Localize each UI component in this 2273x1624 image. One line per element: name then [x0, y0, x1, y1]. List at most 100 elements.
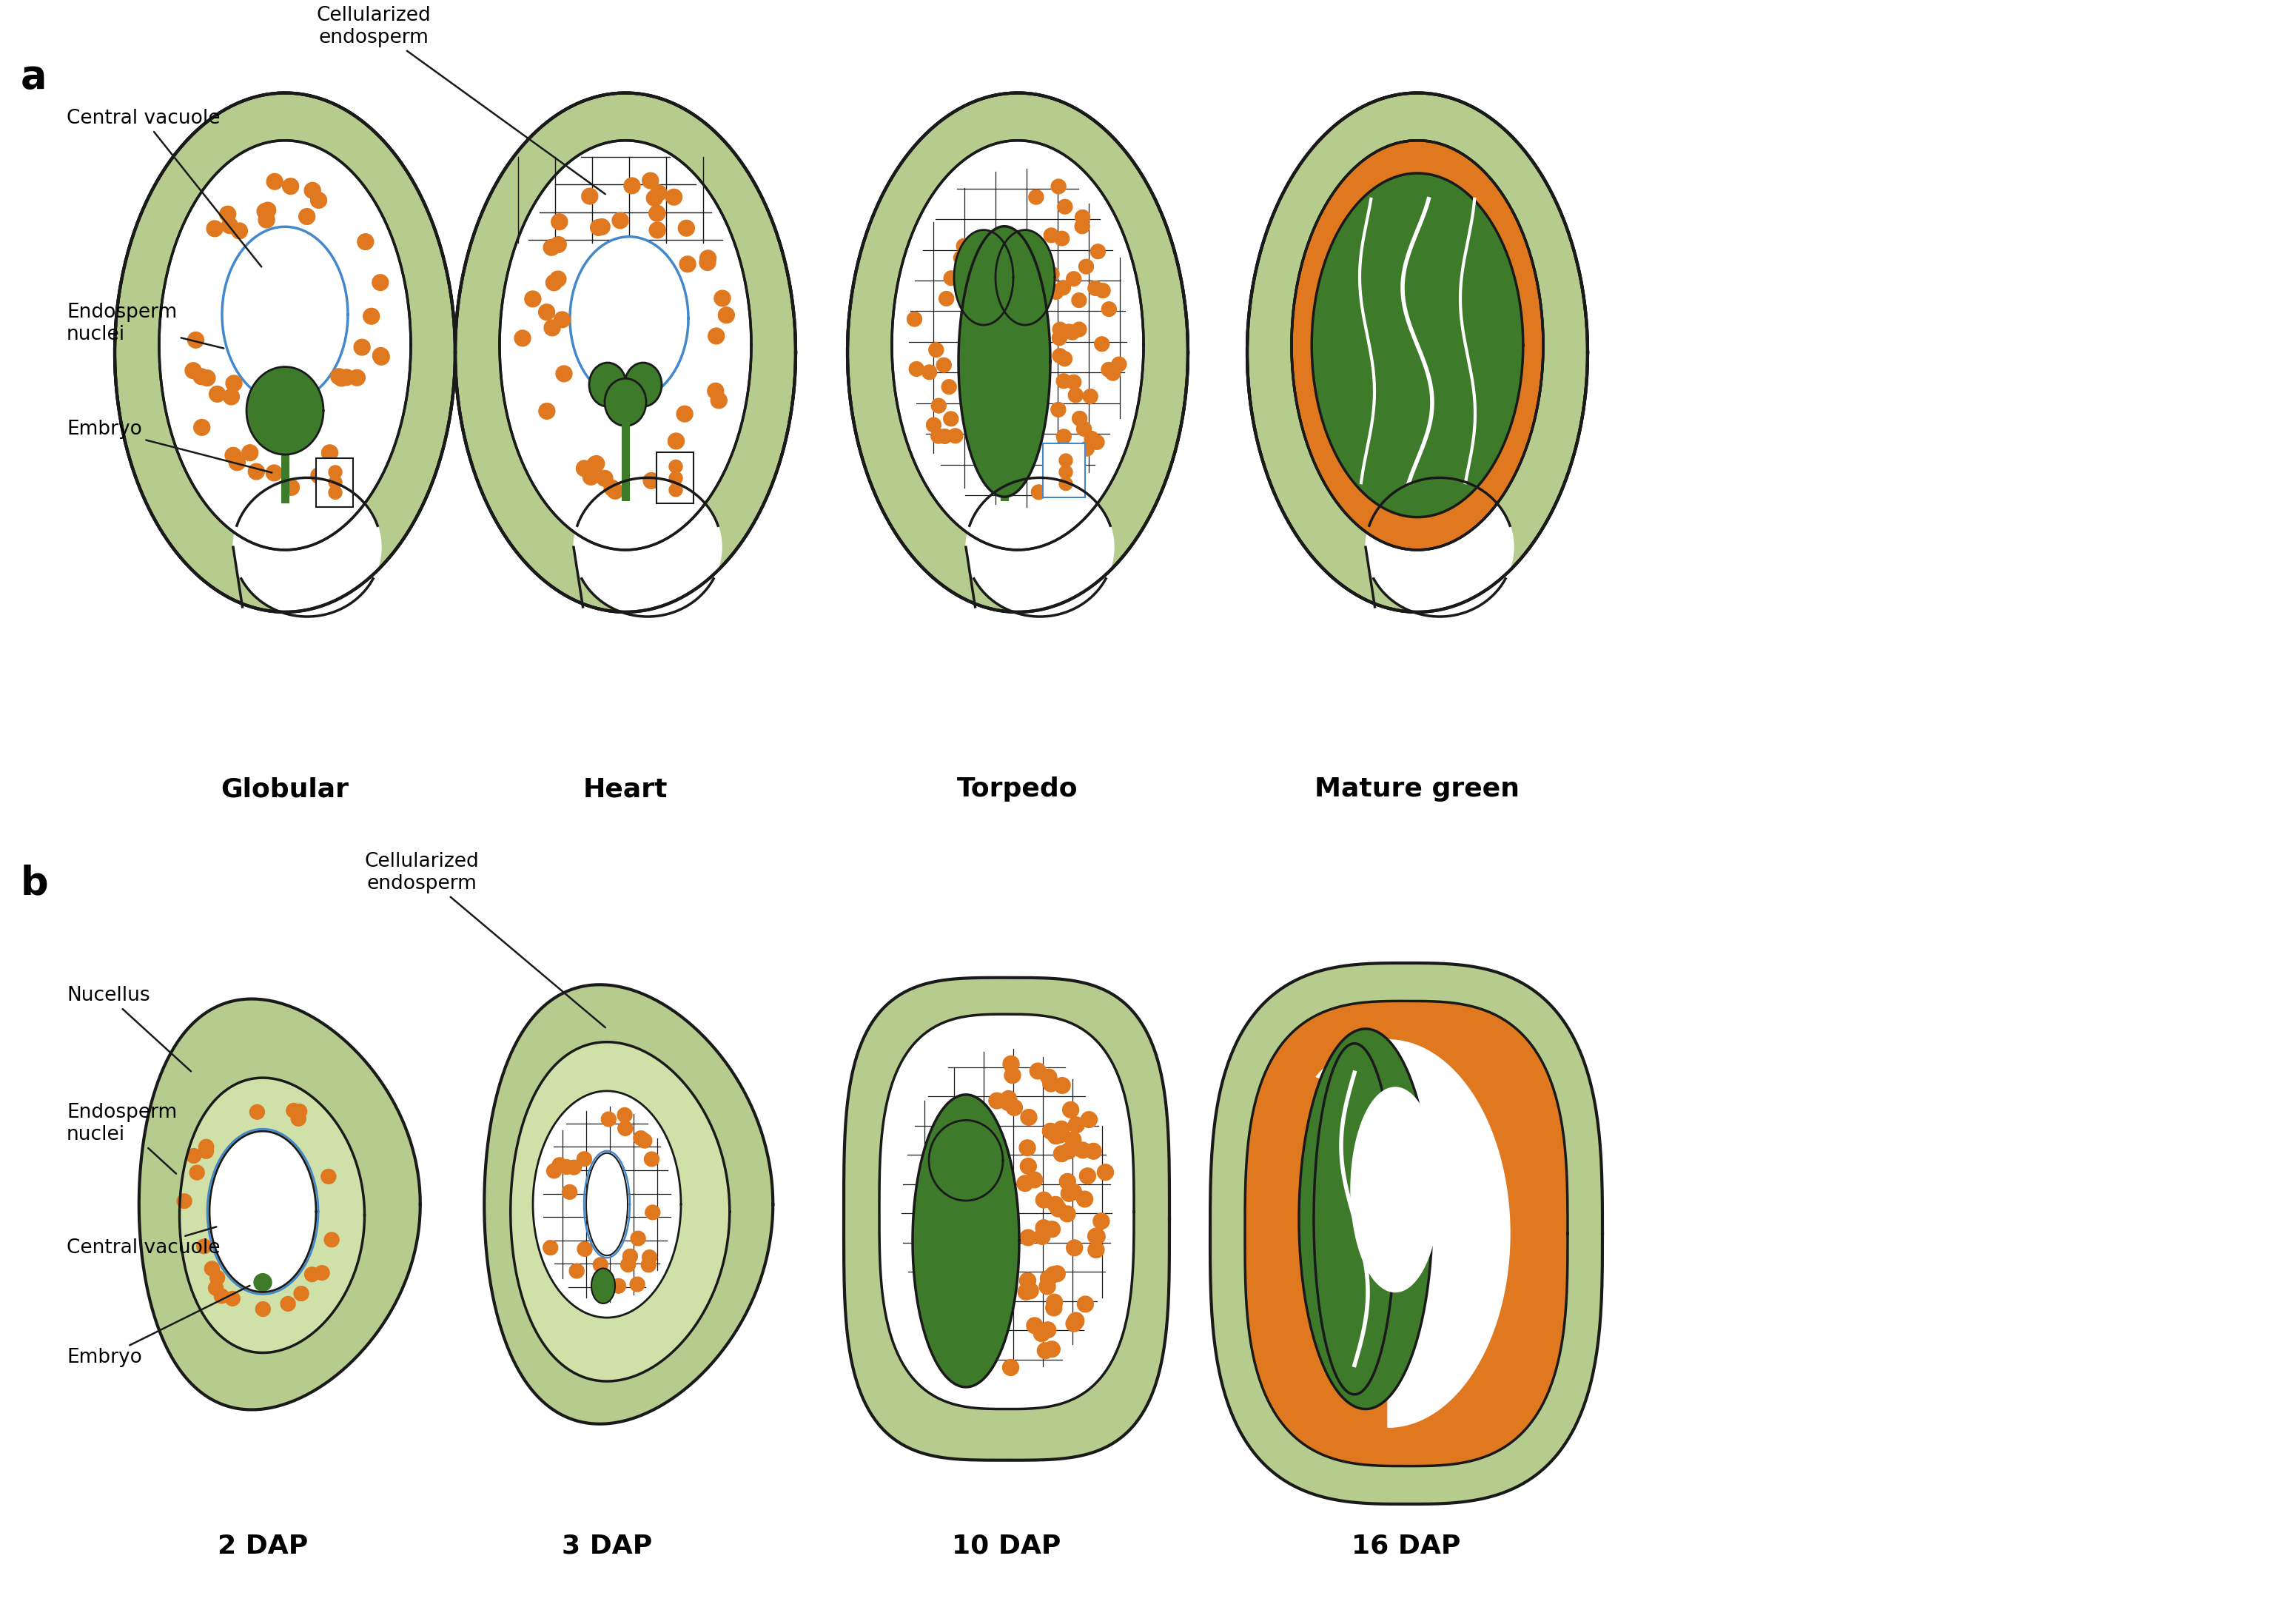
Polygon shape: [596, 471, 614, 486]
Polygon shape: [266, 174, 282, 190]
Polygon shape: [293, 1286, 309, 1301]
Polygon shape: [286, 1103, 300, 1117]
Polygon shape: [198, 1140, 214, 1155]
Text: Endosperm
nuclei: Endosperm nuclei: [66, 1103, 177, 1174]
Polygon shape: [232, 222, 248, 239]
Polygon shape: [205, 1262, 220, 1276]
Polygon shape: [618, 1121, 632, 1135]
Polygon shape: [373, 348, 389, 364]
Polygon shape: [936, 357, 952, 372]
Polygon shape: [1043, 1124, 1059, 1138]
Polygon shape: [259, 203, 275, 218]
Text: Globular: Globular: [220, 776, 350, 802]
Polygon shape: [548, 1164, 561, 1179]
Ellipse shape: [589, 362, 625, 406]
Polygon shape: [514, 330, 530, 346]
Polygon shape: [543, 239, 559, 255]
Text: Heart: Heart: [584, 776, 668, 802]
Polygon shape: [330, 476, 341, 489]
Polygon shape: [1071, 292, 1086, 307]
Polygon shape: [186, 1148, 200, 1163]
Polygon shape: [1048, 284, 1064, 299]
Polygon shape: [373, 349, 389, 365]
Polygon shape: [630, 1231, 646, 1246]
Polygon shape: [907, 312, 923, 326]
Polygon shape: [245, 367, 323, 455]
Polygon shape: [1098, 1164, 1114, 1181]
Polygon shape: [291, 1111, 307, 1125]
Polygon shape: [1043, 1221, 1059, 1237]
Polygon shape: [357, 234, 373, 250]
Polygon shape: [284, 479, 300, 495]
Polygon shape: [207, 221, 223, 237]
Polygon shape: [623, 1249, 636, 1263]
Polygon shape: [1066, 1184, 1082, 1200]
Polygon shape: [611, 1278, 625, 1293]
Text: 16 DAP: 16 DAP: [1352, 1533, 1462, 1559]
Polygon shape: [364, 309, 380, 325]
Polygon shape: [198, 1239, 211, 1254]
Polygon shape: [257, 203, 273, 219]
Polygon shape: [1007, 1099, 1023, 1116]
Polygon shape: [1082, 1111, 1098, 1127]
Polygon shape: [1046, 1294, 1061, 1311]
Polygon shape: [1046, 1267, 1061, 1283]
Polygon shape: [586, 456, 602, 473]
Polygon shape: [546, 274, 561, 291]
Polygon shape: [1102, 362, 1116, 377]
Text: Nucellus: Nucellus: [66, 986, 191, 1072]
Polygon shape: [589, 456, 605, 471]
Ellipse shape: [625, 362, 661, 406]
Polygon shape: [1068, 1312, 1084, 1328]
Polygon shape: [880, 1015, 1134, 1410]
Polygon shape: [605, 481, 621, 495]
Polygon shape: [623, 177, 641, 193]
Polygon shape: [325, 1233, 339, 1247]
Polygon shape: [1059, 477, 1073, 490]
Polygon shape: [214, 1289, 230, 1304]
Polygon shape: [550, 237, 566, 253]
Polygon shape: [943, 411, 959, 425]
Polygon shape: [539, 403, 555, 419]
Polygon shape: [618, 1108, 632, 1122]
Polygon shape: [314, 1265, 330, 1280]
Polygon shape: [718, 307, 734, 323]
Polygon shape: [1089, 1242, 1105, 1259]
Polygon shape: [932, 398, 946, 412]
Polygon shape: [1032, 486, 1046, 500]
Polygon shape: [550, 271, 566, 287]
Polygon shape: [114, 93, 455, 612]
Polygon shape: [1291, 140, 1543, 551]
Polygon shape: [1046, 1299, 1061, 1315]
Polygon shape: [1102, 302, 1116, 317]
Polygon shape: [250, 1104, 264, 1119]
Polygon shape: [948, 429, 964, 443]
Polygon shape: [159, 140, 411, 551]
Polygon shape: [1034, 1325, 1050, 1341]
Polygon shape: [589, 487, 721, 599]
Polygon shape: [305, 182, 320, 198]
Polygon shape: [650, 185, 666, 201]
FancyBboxPatch shape: [316, 458, 352, 507]
Polygon shape: [966, 477, 1114, 617]
Polygon shape: [1248, 93, 1587, 612]
Polygon shape: [1002, 1056, 1018, 1072]
Polygon shape: [643, 473, 659, 489]
Polygon shape: [1314, 1044, 1396, 1395]
Polygon shape: [955, 250, 968, 265]
Polygon shape: [586, 1153, 627, 1255]
Polygon shape: [1091, 244, 1105, 258]
Polygon shape: [1068, 388, 1082, 403]
Polygon shape: [568, 1263, 584, 1278]
Polygon shape: [1089, 1228, 1105, 1244]
Polygon shape: [259, 211, 275, 227]
Polygon shape: [1036, 1220, 1052, 1236]
Polygon shape: [1021, 1273, 1036, 1289]
Polygon shape: [848, 93, 1189, 612]
Polygon shape: [1036, 1343, 1052, 1359]
Polygon shape: [591, 1268, 616, 1304]
Polygon shape: [1034, 1228, 1050, 1244]
Polygon shape: [1002, 1359, 1018, 1376]
Polygon shape: [330, 466, 341, 479]
Polygon shape: [1089, 435, 1105, 450]
